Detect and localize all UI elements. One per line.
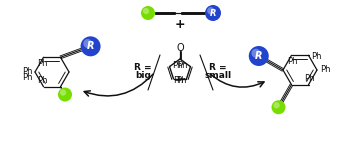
Circle shape (249, 46, 269, 66)
Text: Ph: Ph (311, 52, 322, 61)
Text: Ph: Ph (22, 67, 32, 75)
Circle shape (83, 39, 92, 48)
Text: R: R (87, 41, 94, 51)
Text: Ph: Ph (176, 76, 187, 85)
Circle shape (207, 7, 214, 14)
Text: R =: R = (134, 63, 152, 72)
Circle shape (251, 49, 261, 58)
Circle shape (143, 8, 149, 14)
Text: R =: R = (209, 63, 227, 72)
Text: R: R (210, 8, 216, 17)
Text: big: big (135, 71, 151, 81)
Text: Ph: Ph (172, 61, 183, 70)
Circle shape (274, 102, 280, 108)
Text: Ph: Ph (37, 76, 48, 85)
Text: Ph: Ph (304, 74, 315, 83)
Circle shape (141, 6, 155, 20)
Text: +: + (175, 17, 185, 30)
Text: small: small (204, 71, 232, 81)
Text: Ph: Ph (22, 72, 32, 81)
Circle shape (205, 5, 221, 21)
Text: Ph: Ph (320, 64, 330, 73)
Text: Ph: Ph (287, 57, 298, 66)
Text: Ph: Ph (177, 61, 188, 70)
Text: Ph: Ph (173, 76, 184, 85)
Circle shape (58, 88, 72, 102)
Circle shape (60, 89, 66, 96)
Circle shape (81, 36, 101, 56)
Text: O: O (176, 43, 184, 53)
Text: Ph: Ph (37, 59, 48, 68)
Circle shape (271, 100, 285, 114)
Text: R: R (255, 51, 262, 61)
